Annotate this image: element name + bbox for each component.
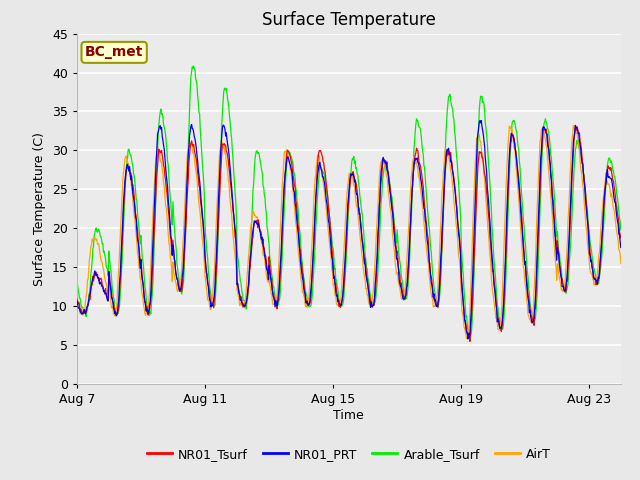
X-axis label: Time: Time (333, 409, 364, 422)
Title: Surface Temperature: Surface Temperature (262, 11, 436, 29)
Y-axis label: Surface Temperature (C): Surface Temperature (C) (33, 132, 46, 286)
Legend: NR01_Tsurf, NR01_PRT, Arable_Tsurf, AirT: NR01_Tsurf, NR01_PRT, Arable_Tsurf, AirT (141, 443, 556, 466)
Text: BC_met: BC_met (85, 46, 143, 60)
